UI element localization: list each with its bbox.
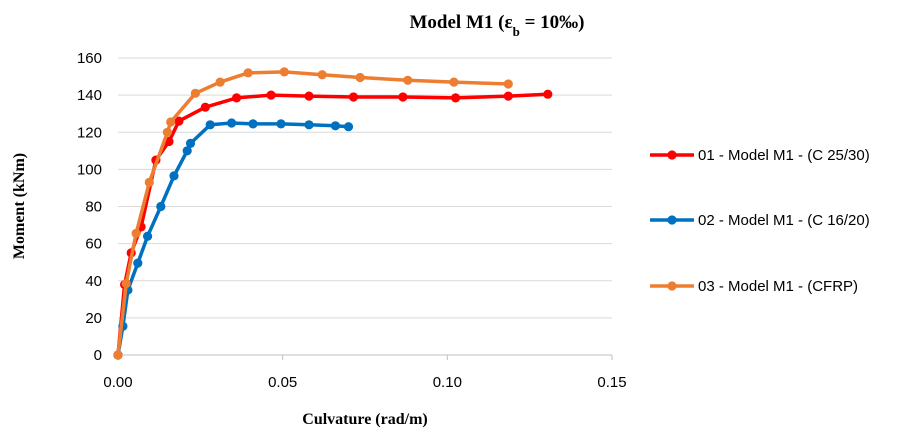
y-tick-label: 160 — [77, 50, 102, 67]
y-tick-label: 80 — [85, 199, 102, 216]
data-point — [276, 119, 286, 129]
data-point — [248, 119, 258, 129]
x-tick-label: 0.15 — [597, 374, 626, 391]
data-point — [143, 231, 153, 241]
x-tick-label: 0.05 — [268, 374, 297, 391]
data-point — [232, 93, 242, 103]
y-tick-label: 60 — [85, 236, 102, 253]
legend-label: 02 - Model M1 - (C 16/20) — [698, 212, 870, 229]
data-point — [227, 118, 237, 128]
legend-label: 03 - Model M1 - (CFRP) — [698, 278, 858, 295]
series-line — [116, 92, 550, 357]
data-point — [190, 88, 200, 98]
x-tick-label: 0.00 — [103, 374, 132, 391]
legend-item-1: 01 - Model M1 - (C 25/30) — [650, 147, 870, 164]
data-point — [449, 77, 459, 87]
x-tick-marks — [117, 355, 613, 360]
data-point — [215, 77, 225, 87]
y-tick-labels: 0 20 40 60 80 100 120 140 160 — [77, 50, 102, 364]
data-point — [243, 68, 253, 78]
data-point — [144, 177, 154, 187]
data-point — [503, 79, 513, 89]
legend: 01 - Model M1 - (C 25/30) 02 - Model M1 -… — [650, 147, 870, 295]
data-point — [185, 138, 196, 148]
data-point — [131, 228, 141, 238]
series-3 — [113, 67, 513, 360]
data-point — [330, 121, 340, 131]
data-point — [182, 146, 192, 156]
data-point — [113, 350, 123, 360]
y-tick-label: 40 — [85, 273, 102, 290]
chart-title: Model M1 (εb = 10‰) — [410, 12, 585, 39]
y-tick-label: 20 — [85, 310, 102, 327]
data-point — [451, 93, 461, 103]
data-point — [304, 91, 314, 101]
title-main: Model M1 ( — [410, 12, 505, 33]
data-point — [166, 117, 176, 127]
data-point — [121, 278, 131, 289]
data-point — [169, 171, 179, 181]
legend-item-2: 02 - Model M1 - (C 16/20) — [650, 212, 870, 229]
x-tick-label: 0.10 — [433, 374, 462, 391]
data-point — [543, 89, 553, 99]
title-suffix: = 10‰) — [520, 12, 585, 33]
x-axis-label: Culvature (rad/m) — [302, 411, 427, 428]
data-point — [403, 75, 413, 85]
data-point — [162, 127, 172, 137]
y-tick-label: 100 — [77, 161, 102, 178]
title-subscript: b — [513, 24, 520, 39]
series-line — [116, 70, 511, 357]
data-point — [398, 92, 408, 102]
data-point — [503, 91, 513, 101]
data-point — [133, 258, 143, 268]
data-point — [279, 67, 289, 77]
legend-item-3: 03 - Model M1 - (CFRP) — [650, 278, 858, 295]
data-point — [304, 120, 314, 130]
series-1 — [113, 89, 553, 360]
title-symbol: ε — [504, 12, 512, 33]
data-point — [200, 102, 210, 112]
x-tick-labels: 0.00 0.05 0.10 0.15 — [103, 374, 626, 391]
data-point — [205, 120, 215, 130]
data-point — [355, 72, 365, 83]
y-tick-label: 120 — [77, 124, 102, 141]
series-layer — [113, 67, 553, 360]
legend-label: 01 - Model M1 - (C 25/30) — [698, 147, 870, 164]
legend-marker — [667, 150, 677, 160]
data-point — [348, 92, 359, 102]
y-axis-label: Moment (kNm) — [11, 153, 28, 259]
data-point — [266, 90, 276, 100]
y-tick-label: 140 — [77, 87, 102, 104]
y-tick-label: 0 — [94, 347, 102, 364]
legend-marker — [667, 215, 677, 225]
data-point — [343, 122, 354, 132]
legend-marker — [667, 281, 677, 291]
data-point — [174, 116, 184, 126]
data-point — [156, 201, 166, 212]
series-2 — [113, 118, 354, 360]
data-point — [317, 70, 327, 80]
